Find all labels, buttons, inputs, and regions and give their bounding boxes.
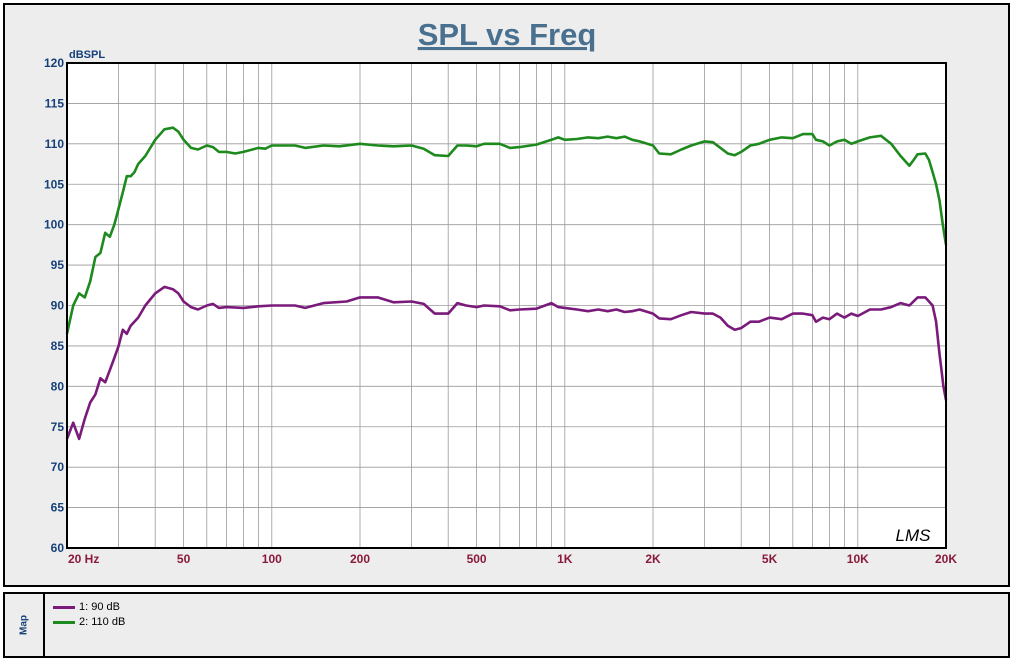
legend-item-series-2[interactable]: 2: 110 dB <box>53 615 125 629</box>
map-tab-label: Map <box>18 615 30 635</box>
series-line-2 <box>65 126 948 335</box>
map-tab[interactable]: Map <box>5 594 45 656</box>
plot-border <box>66 62 947 549</box>
legend-label-series-2: 2: 110 dB <box>79 616 126 628</box>
y-tick-label: 80 <box>51 379 65 393</box>
x-tick-label: 1K <box>557 552 573 566</box>
x-tick-label: 50 <box>177 552 191 566</box>
tick-labels: 60 65 70 75 80 85 90 95 100 105 110 115 120 20 Hz 50 10… <box>44 56 957 566</box>
y-tick-label: 105 <box>44 177 64 191</box>
y-tick-label: 90 <box>51 299 65 313</box>
y-tick-label: 85 <box>51 339 65 353</box>
y-tick-label: 60 <box>51 541 65 555</box>
x-tick-label: 100 <box>262 552 282 566</box>
x-tick-label: 20K <box>935 552 957 566</box>
y-axis-label: dBSPL <box>69 49 105 61</box>
y-tick-label: 100 <box>44 218 64 232</box>
x-tick-label: 2K <box>645 552 661 566</box>
legend-swatch-series-2 <box>53 620 75 624</box>
chart-panel: SPL vs Freq dBSPL 60 65 70 75 80 85 90 95 100 105… <box>3 3 1010 587</box>
x-tick-label: 5K <box>762 552 778 566</box>
lms-watermark: LMS <box>896 526 932 545</box>
x-tick-label: 200 <box>350 552 370 566</box>
chart-title: SPL vs Freq <box>418 17 597 52</box>
y-tick-label: 65 <box>51 501 65 515</box>
legend-label-series-1: 1: 90 dB <box>79 601 120 613</box>
series-lines <box>65 126 948 441</box>
x-tick-label: 10K <box>847 552 869 566</box>
x-tick-label: 20 Hz <box>68 552 99 566</box>
x-tick-label: 500 <box>467 552 487 566</box>
y-tick-label: 70 <box>51 460 65 474</box>
legend-panel: Map 1: 90 dB 2: 110 dB <box>3 592 1010 658</box>
y-tick-label: 120 <box>44 56 64 70</box>
y-tick-label: 115 <box>45 96 65 110</box>
legend-item-series-1[interactable]: 1: 90 dB <box>53 600 120 614</box>
series-line-1 <box>65 285 948 441</box>
legend-swatch-series-1 <box>53 605 75 609</box>
spl-chart: SPL vs Freq dBSPL 60 65 70 75 80 85 90 95 100 105… <box>44 17 957 566</box>
y-tick-label: 95 <box>51 258 65 272</box>
y-tick-label: 75 <box>51 420 65 434</box>
y-tick-label: 110 <box>45 137 65 151</box>
